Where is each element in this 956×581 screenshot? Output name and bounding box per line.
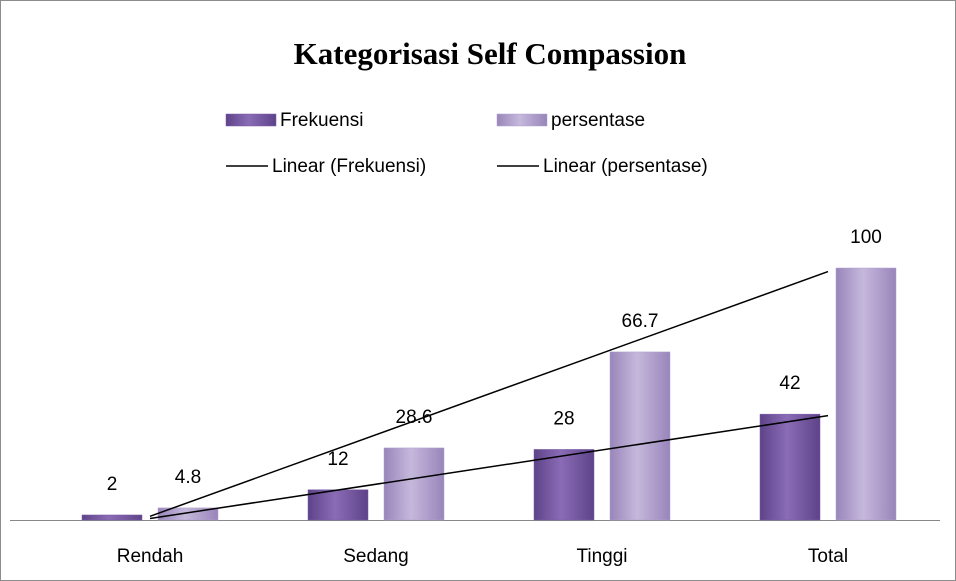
trendline bbox=[149, 414, 829, 520]
data-label: 66.7 bbox=[622, 311, 659, 332]
chart-title: Kategorisasi Self Compassion bbox=[294, 36, 687, 71]
bar bbox=[759, 413, 821, 521]
bar bbox=[383, 447, 445, 521]
x-tick-label: Sedang bbox=[343, 546, 409, 567]
x-tick-label: Tinggi bbox=[576, 546, 627, 567]
x-tick-label: Rendah bbox=[117, 546, 184, 567]
trendline bbox=[149, 270, 829, 518]
legend-swatch bbox=[496, 113, 548, 127]
legend-label: Linear (persentase) bbox=[543, 156, 708, 177]
bar bbox=[835, 267, 897, 521]
bar bbox=[81, 514, 143, 521]
legend-label: Frekuensi bbox=[280, 110, 363, 131]
bar bbox=[533, 449, 595, 521]
x-tick-label: Total bbox=[808, 546, 848, 567]
data-label: 28.6 bbox=[396, 407, 433, 428]
data-label: 12 bbox=[327, 449, 348, 470]
bar bbox=[307, 489, 369, 521]
data-label: 42 bbox=[779, 373, 800, 394]
legend-label: persentase bbox=[551, 110, 645, 131]
data-label: 100 bbox=[850, 227, 882, 248]
data-label: 28 bbox=[553, 408, 574, 429]
legend-swatch bbox=[225, 113, 277, 127]
data-label: 2 bbox=[107, 474, 118, 495]
data-label: 4.8 bbox=[175, 467, 201, 488]
bar bbox=[609, 351, 671, 521]
legend-label: Linear (Frekuensi) bbox=[272, 156, 426, 177]
